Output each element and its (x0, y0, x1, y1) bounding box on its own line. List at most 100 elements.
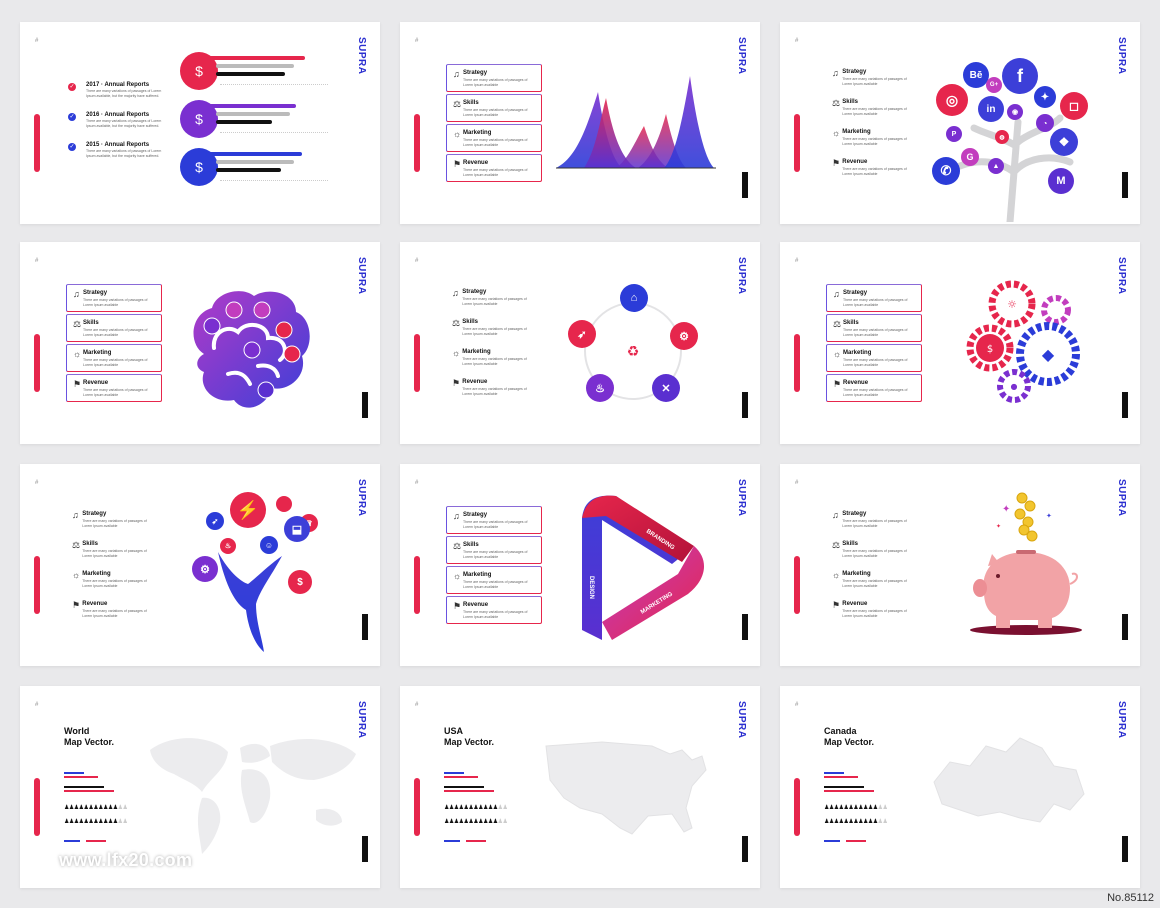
bulb-icon: ☼ (73, 349, 82, 359)
black-bar (216, 120, 272, 124)
bulb-icon: ☼ (453, 129, 462, 139)
black-tab (742, 836, 748, 862)
slide-hash: # (415, 702, 419, 708)
drive-icon: ▲ (988, 158, 1004, 174)
bulb-icon: ☼ (453, 571, 462, 581)
list-item: ☼ Marketing There are many variations of p… (66, 566, 162, 594)
side-tab (794, 556, 800, 614)
list-item: ♫ Strategy There are many variations of pa… (446, 284, 542, 312)
list-item-desc: There are many variations of passages of… (82, 549, 147, 558)
legend-bar-red (86, 840, 106, 842)
trophy-icon: ⚑ (832, 158, 841, 168)
slide-world-map[interactable]: # SUPRA World Map Vector. ♟♟♟♟♟♟♟♟♟♟♟♟♟ ♟♟… (20, 686, 380, 888)
slide-hash: # (795, 38, 799, 44)
list-item: ☼ Marketing There are many variations of p… (826, 124, 922, 152)
black-tab (1122, 172, 1128, 198)
brand-logo: SUPRA (356, 37, 367, 75)
list-item-desc: There are many variations of passages of… (82, 579, 147, 588)
list-item-desc: There are many variations of passages of… (82, 519, 147, 528)
slide-brain[interactable]: # SUPRA ♫ Strategy There are many variatio… (20, 242, 380, 444)
money-icon: $ (288, 570, 312, 594)
list-item: ♫ Strategy There are many variations of pa… (826, 506, 922, 534)
list-item-desc: There are many variations of passages of… (842, 549, 907, 558)
usa-map-graphic (545, 741, 707, 835)
stat-bar-red (64, 776, 98, 778)
people-icons: ♟♟♟♟♟♟♟♟♟♟♟♟♟ (824, 819, 888, 825)
map-title: USA Map Vector. (444, 726, 494, 748)
dribbble-icon: ◎ (936, 84, 968, 116)
stat-bar-red (824, 776, 858, 778)
report-title: 2016 · Annual Reports (86, 112, 150, 118)
slide-social-tree[interactable]: # SUPRA ♫ Strategy There are many variatio… (780, 22, 1140, 224)
slide-usa-map[interactable]: # SUPRA USA Map Vector. ♟♟♟♟♟♟♟♟♟♟♟♟♟ ♟♟♟♟… (400, 686, 760, 888)
list-item-title: Marketing (843, 350, 872, 356)
people-icons: ♟♟♟♟♟♟♟♟♟♟♟♟♟ (824, 805, 888, 811)
feature-list: ♫ Strategy There are many variations of pa… (66, 506, 162, 626)
list-item: ☼ Marketing There are many variations of p… (826, 344, 922, 372)
black-tab (1122, 614, 1128, 640)
rocket-icon: ➶ (206, 512, 224, 530)
list-item-title: Revenue (462, 379, 488, 385)
puzzle-icon: ⚖ (832, 98, 841, 108)
brand-logo: SUPRA (1116, 257, 1127, 295)
brain-graphic (193, 291, 310, 408)
stat-bar-red (444, 776, 478, 778)
feature-list: ♫ Strategy There are many variations of pa… (446, 506, 542, 626)
people-icons: ♟♟♟♟♟♟♟♟♟♟♟♟♟ (444, 805, 508, 811)
list-item: ⚑ Revenue There are many variations of pas… (826, 596, 922, 624)
bell-icon: ♫ (453, 69, 460, 79)
list-item-title: Strategy (83, 290, 108, 296)
slide-gears[interactable]: # SUPRA ♫ Strategy There are many variatio… (780, 242, 1140, 444)
bell-icon: ♫ (832, 68, 839, 78)
list-item: ⚖ Skills There are many variations of pass… (826, 314, 922, 342)
feature-list: ♫ Strategy There are many variations of pa… (446, 64, 542, 184)
stat-bar-red (64, 790, 114, 792)
report-desc: There are many variations of passages of… (86, 89, 162, 98)
list-item-title: Revenue (463, 602, 489, 608)
slide-annual-reports[interactable]: # SUPRA ✓ 2017 · Annual Reports There are … (20, 22, 380, 224)
list-item: ⚖ Skills There are many variations of pass… (826, 536, 922, 564)
black-tab (362, 836, 368, 862)
paypal-icon: P (946, 126, 962, 142)
svg-text:◆: ◆ (1042, 345, 1055, 364)
brand-logo: SUPRA (736, 257, 747, 295)
map-title: World Map Vector. (64, 726, 114, 748)
report-desc: There are many variations of passages of… (86, 119, 162, 128)
side-tab (34, 778, 40, 836)
list-item: ⚑ Revenue There are many variations of pas… (66, 596, 162, 624)
bulb-icon: ☼ (833, 349, 842, 359)
stat-bar-black (64, 786, 104, 788)
list-item-desc: There are many variations of passages of… (463, 78, 528, 87)
slide-cycle[interactable]: # SUPRA ♫ Strategy There are many variatio… (400, 242, 760, 444)
list-item: ♫ Strategy There are many variations of pa… (66, 284, 162, 312)
slide-triangle-arrows[interactable]: # SUPRA ♫ Strategy There are many variatio… (400, 464, 760, 666)
list-item-title: Strategy (462, 289, 487, 295)
slide-canada-map[interactable]: # SUPRA Canada Map Vector. ♟♟♟♟♟♟♟♟♟♟♟♟♟ ♟… (780, 686, 1140, 888)
list-item-title: Strategy (842, 69, 867, 75)
side-tab (794, 334, 800, 392)
fire-icon: ♨ (220, 538, 236, 554)
world-map-graphic (150, 738, 356, 854)
slide-hash: # (35, 480, 39, 486)
trophy-icon: ⚑ (453, 159, 462, 169)
slide-piggy-bank[interactable]: # SUPRA ♫ Strategy There are many variatio… (780, 464, 1140, 666)
slide-hash: # (795, 258, 799, 264)
stat-bar-black (824, 786, 864, 788)
slide-hash: # (795, 480, 799, 486)
slide-area-chart[interactable]: # SUPRA ♫ Strategy There are many variatio… (400, 22, 760, 224)
list-item: ⚖ Skills There are many variations of pass… (446, 536, 542, 564)
slide-hash: # (415, 258, 419, 264)
list-item-title: Revenue (843, 380, 869, 386)
people-icons: ♟♟♟♟♟♟♟♟♟♟♟♟♟ (64, 819, 128, 825)
feature-list: ♫ Strategy There are many variations of pa… (826, 506, 922, 626)
linkedin-icon: in (978, 96, 1004, 122)
list-item-title: Skills (462, 319, 478, 325)
list-item-desc: There are many variations of passages of… (462, 357, 527, 366)
svg-text:$: $ (987, 344, 993, 355)
map-title-line1: USA (444, 726, 464, 736)
tick-row (220, 84, 328, 85)
stat-bar-blue (64, 772, 84, 774)
legend-bar-blue (444, 840, 460, 842)
list-item-title: Skills (843, 320, 859, 326)
slide-growth-figure[interactable]: # SUPRA ♫ Strategy There are many variatio… (20, 464, 380, 666)
